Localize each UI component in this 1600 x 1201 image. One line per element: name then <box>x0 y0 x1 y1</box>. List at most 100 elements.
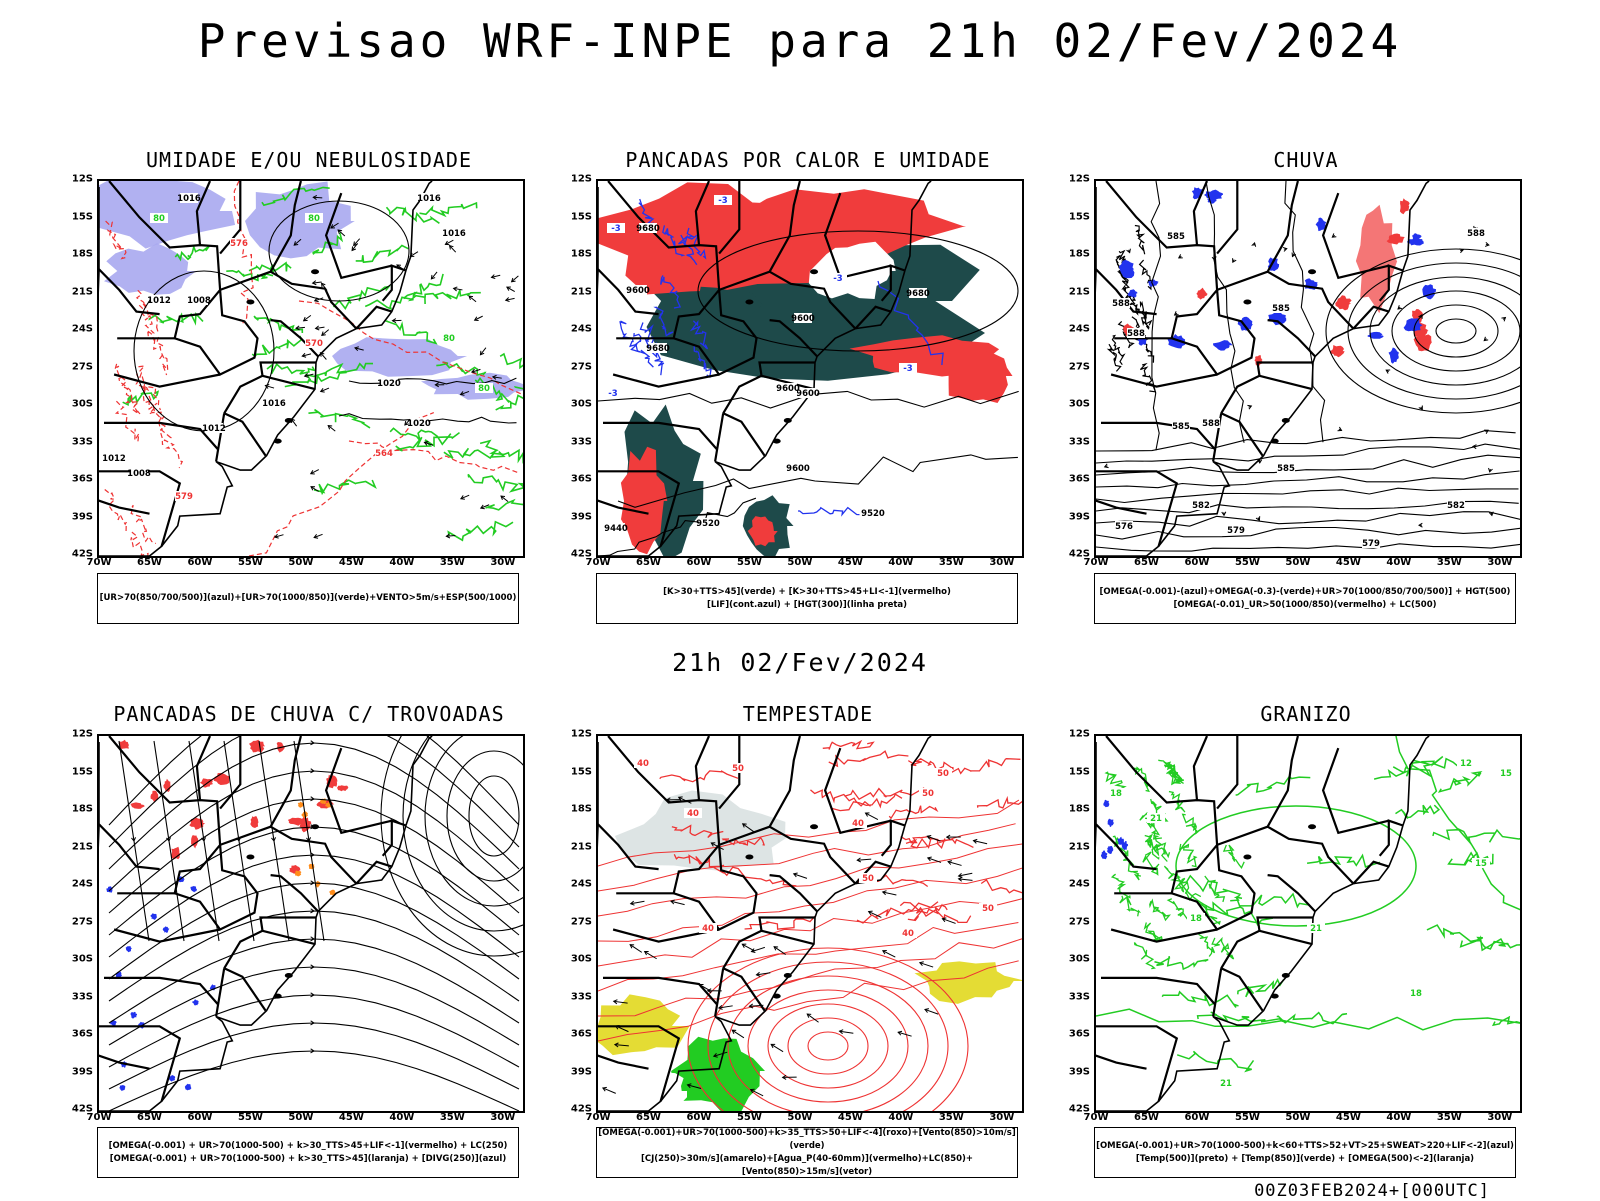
political-border <box>197 736 210 800</box>
humidity-1000-850-contour <box>175 246 209 259</box>
forecast-map[interactable] <box>97 734 525 1113</box>
wind-vector <box>512 276 519 282</box>
omega-region-fill <box>1414 334 1432 351</box>
streamline-850 <box>728 976 928 1111</box>
precipitable-water-contour <box>714 867 797 886</box>
streamline <box>109 995 519 1067</box>
streamline-arrow <box>1233 258 1237 262</box>
svg-text:9600: 9600 <box>626 286 650 296</box>
omega-region-fill <box>1238 317 1253 331</box>
panel-title: TEMPESTADE <box>566 702 1050 726</box>
streamline-arrow <box>1252 243 1256 247</box>
political-border <box>224 968 265 1010</box>
height-500-contour <box>1140 364 1155 392</box>
svg-text:21: 21 <box>1220 1079 1232 1089</box>
latitude-tick-label: 18S <box>72 804 93 815</box>
humidity-1000-850-contour <box>356 246 409 263</box>
longitude-tick-label: 35W <box>440 557 465 568</box>
streamline-arrow <box>1419 405 1423 409</box>
main-title: Previsao WRF-INPE para 21h 02/Fev/2024 <box>0 14 1600 68</box>
latitude-tick-label: 39S <box>571 511 592 522</box>
political-border <box>261 918 317 931</box>
contour-label: 579 <box>175 491 193 502</box>
lake-marker <box>285 973 293 978</box>
svg-text:18: 18 <box>1190 914 1202 924</box>
latitude-tick-label: 12S <box>571 729 592 740</box>
svg-text:585: 585 <box>1167 232 1185 242</box>
temperature-850-contour <box>1230 894 1308 907</box>
latitude-tick-label: 39S <box>72 511 93 522</box>
wind-vector <box>501 496 508 502</box>
longitude-tick-label: 70W <box>1084 557 1109 568</box>
svg-text:579: 579 <box>1362 539 1380 549</box>
longitude-tick-label: 50W <box>1285 1112 1310 1123</box>
height-500-contour <box>1151 181 1160 450</box>
omega-region-fill <box>1196 288 1207 300</box>
political-border <box>1323 748 1389 833</box>
svg-text:582: 582 <box>1447 501 1465 511</box>
wind-vector <box>631 901 645 905</box>
latitude-tick-label: 12S <box>72 174 93 185</box>
political-border <box>216 413 224 461</box>
svg-text:40: 40 <box>687 809 699 819</box>
svg-text:570: 570 <box>305 339 323 349</box>
latitude-tick-label: 36S <box>72 1029 93 1040</box>
temperature-850-contour <box>1120 896 1140 917</box>
political-border <box>696 736 709 800</box>
legend-line: [CJ(250)>30m/s](amarelo)+[Agua_P(40-60mm… <box>597 1153 1017 1179</box>
contour-label: 9520 <box>861 508 885 519</box>
panel-legend: [OMEGA(-0.001)+UR>70(1000-500)+k<60+TTS>… <box>1094 1127 1516 1178</box>
latitude-tick-label: 12S <box>571 174 592 185</box>
thunderstorm-region-fill <box>151 791 159 802</box>
svg-text:9600: 9600 <box>786 464 810 474</box>
contour-label: 564 <box>375 448 393 459</box>
humidity-850-500-fill <box>421 373 523 400</box>
latitude-tick-label: 12S <box>1069 729 1090 740</box>
longitude-tick-label: 65W <box>636 1112 661 1123</box>
latitude-tick-label: 39S <box>1069 511 1090 522</box>
svg-text:588: 588 <box>1202 419 1220 429</box>
hail-region-fill <box>1101 851 1108 860</box>
svg-text:588: 588 <box>1467 229 1485 239</box>
svg-text:588: 588 <box>1127 329 1145 339</box>
latitude-tick-label: 21S <box>571 841 592 852</box>
wind-vector <box>322 330 329 336</box>
wind-vector <box>480 348 485 355</box>
svg-text:80: 80 <box>443 334 455 344</box>
svg-text:1012: 1012 <box>102 454 126 464</box>
wind-vector <box>316 326 325 330</box>
contour-label: 15 <box>1497 768 1515 779</box>
contour-label: 1012 <box>102 453 126 464</box>
wind-vector <box>506 298 515 302</box>
svg-text:40: 40 <box>702 924 714 934</box>
contour-label: 9680 <box>636 223 660 234</box>
omega-region-fill <box>1213 340 1233 351</box>
legend-line: [Temp(500)](preto) + [Temp(850)](verde) … <box>1095 1153 1515 1166</box>
svg-text:-3: -3 <box>903 364 913 374</box>
streamline-arrow <box>1489 468 1493 472</box>
svg-text:15: 15 <box>1475 859 1487 869</box>
divergence-region-fill <box>126 946 132 952</box>
svg-text:-3: -3 <box>608 389 618 399</box>
svg-text:9680: 9680 <box>906 289 930 299</box>
wind-vector <box>302 353 311 357</box>
longitude-tick-label: 60W <box>686 1112 711 1123</box>
temperature-850-contour <box>1236 776 1311 795</box>
lake-marker <box>1308 269 1316 274</box>
legend-line: [OMEGA(-0.001)+UR>70(1000-500)+k<60+TTS>… <box>1095 1140 1515 1153</box>
wind-vector <box>603 1087 616 1093</box>
political-border <box>1101 978 1215 1005</box>
svg-text:40: 40 <box>902 929 914 939</box>
longitude-tick-label: 65W <box>1134 557 1159 568</box>
longitude-tick-label: 70W <box>87 1112 112 1123</box>
streamline <box>109 911 519 1001</box>
